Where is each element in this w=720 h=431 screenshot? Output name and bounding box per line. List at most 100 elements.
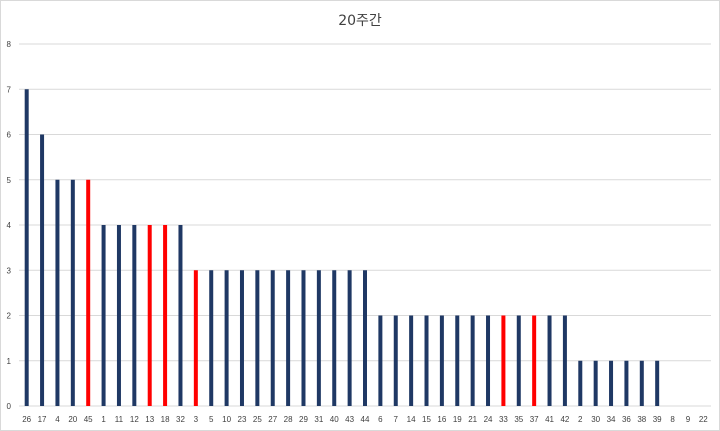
x-tick-label: 10 <box>222 415 231 424</box>
y-tick-label: 4 <box>7 221 12 230</box>
y-tick-label: 6 <box>7 131 12 140</box>
bar-29 <box>301 270 306 406</box>
bar-3 <box>193 270 198 406</box>
x-tick-label: 12 <box>130 415 139 424</box>
x-tick-label: 14 <box>407 415 416 424</box>
bar-6 <box>378 315 383 406</box>
bar-14 <box>409 315 414 406</box>
x-tick-label: 9 <box>686 415 691 424</box>
x-tick-label: 4 <box>55 415 60 424</box>
bar-44 <box>363 270 367 406</box>
bar-43 <box>347 270 352 406</box>
x-tick-label: 26 <box>22 415 31 424</box>
bar-11 <box>116 225 121 406</box>
bar-21 <box>470 315 475 406</box>
y-tick-label: 5 <box>7 176 12 185</box>
bar-31 <box>316 270 321 406</box>
bar-37 <box>532 315 537 406</box>
x-axis: 26 17 4 20 45 1 11 12 13 18 32 3 5 10 23 25 27 28 29 31 40 43… <box>22 415 708 424</box>
x-tick-label: 38 <box>637 415 646 424</box>
y-tick-label: 7 <box>7 85 12 94</box>
x-tick-label: 1 <box>101 415 106 424</box>
x-tick-label: 45 <box>84 415 93 424</box>
bar-34 <box>609 360 614 406</box>
bar-4 <box>55 179 60 406</box>
bar-27 <box>270 270 275 406</box>
x-tick-label: 32 <box>176 415 185 424</box>
bar-39 <box>655 360 660 406</box>
x-tick-label: 23 <box>238 415 247 424</box>
bars <box>24 89 660 406</box>
x-tick-label: 5 <box>209 415 214 424</box>
bar-41 <box>547 315 552 406</box>
x-tick-label: 35 <box>514 415 523 424</box>
bar-2 <box>578 360 583 406</box>
x-tick-label: 15 <box>422 415 431 424</box>
bar-15 <box>424 315 429 406</box>
bar-17 <box>40 134 45 406</box>
bar-25 <box>255 270 260 406</box>
x-tick-label: 30 <box>591 415 600 424</box>
bar-45 <box>86 179 91 406</box>
x-tick-label: 20 <box>68 415 77 424</box>
bar-36 <box>624 360 629 406</box>
bar-35 <box>516 315 521 406</box>
x-tick-label: 42 <box>560 415 569 424</box>
bar-10 <box>224 270 229 406</box>
x-tick-label: 25 <box>253 415 262 424</box>
bar-18 <box>163 225 168 406</box>
x-tick-label: 27 <box>268 415 277 424</box>
y-tick-label: 2 <box>7 312 12 321</box>
bar-40 <box>332 270 337 406</box>
bar-30 <box>593 360 598 406</box>
y-tick-label: 3 <box>7 266 12 275</box>
bar-16 <box>439 315 444 406</box>
bar-5 <box>209 270 214 406</box>
x-tick-label: 6 <box>378 415 383 424</box>
bar-12 <box>132 225 137 406</box>
y-tick-label: 8 <box>7 40 12 49</box>
x-tick-label: 24 <box>484 415 493 424</box>
x-tick-label: 37 <box>530 415 539 424</box>
x-tick-label: 34 <box>607 415 616 424</box>
y-axis: 0 1 2 3 4 5 6 7 8 <box>7 40 12 411</box>
chart-title: 20주간 <box>338 13 382 29</box>
bar-32 <box>178 225 183 406</box>
bar-42 <box>562 315 567 406</box>
x-tick-label: 44 <box>361 415 370 424</box>
x-tick-label: 31 <box>314 415 323 424</box>
y-tick-label: 1 <box>7 357 12 366</box>
x-tick-label: 39 <box>653 415 662 424</box>
x-tick-label: 40 <box>330 415 339 424</box>
bar-1 <box>101 225 106 406</box>
bar-20 <box>70 179 75 406</box>
x-tick-label: 22 <box>699 415 708 424</box>
x-tick-label: 2 <box>578 415 583 424</box>
bar-33 <box>501 315 506 406</box>
x-tick-label: 16 <box>437 415 446 424</box>
bar-13 <box>147 225 152 406</box>
x-tick-label: 13 <box>145 415 154 424</box>
x-tick-label: 11 <box>115 415 124 424</box>
x-tick-label: 29 <box>299 415 308 424</box>
x-tick-label: 18 <box>161 415 170 424</box>
x-tick-label: 43 <box>345 415 354 424</box>
bar-7 <box>393 315 398 406</box>
x-tick-label: 33 <box>499 415 508 424</box>
x-tick-label: 7 <box>394 415 399 424</box>
x-tick-label: 21 <box>468 415 477 424</box>
y-tick-label: 0 <box>7 402 12 411</box>
x-tick-label: 19 <box>453 415 462 424</box>
bar-26 <box>24 89 29 406</box>
x-tick-label: 8 <box>670 415 675 424</box>
x-tick-label: 36 <box>622 415 631 424</box>
bar-24 <box>486 315 491 406</box>
x-tick-label: 28 <box>284 415 293 424</box>
bar-23 <box>239 270 244 406</box>
bar-38 <box>639 360 644 406</box>
x-tick-label: 3 <box>194 415 199 424</box>
x-tick-label: 17 <box>38 415 47 424</box>
bar-28 <box>286 270 291 406</box>
